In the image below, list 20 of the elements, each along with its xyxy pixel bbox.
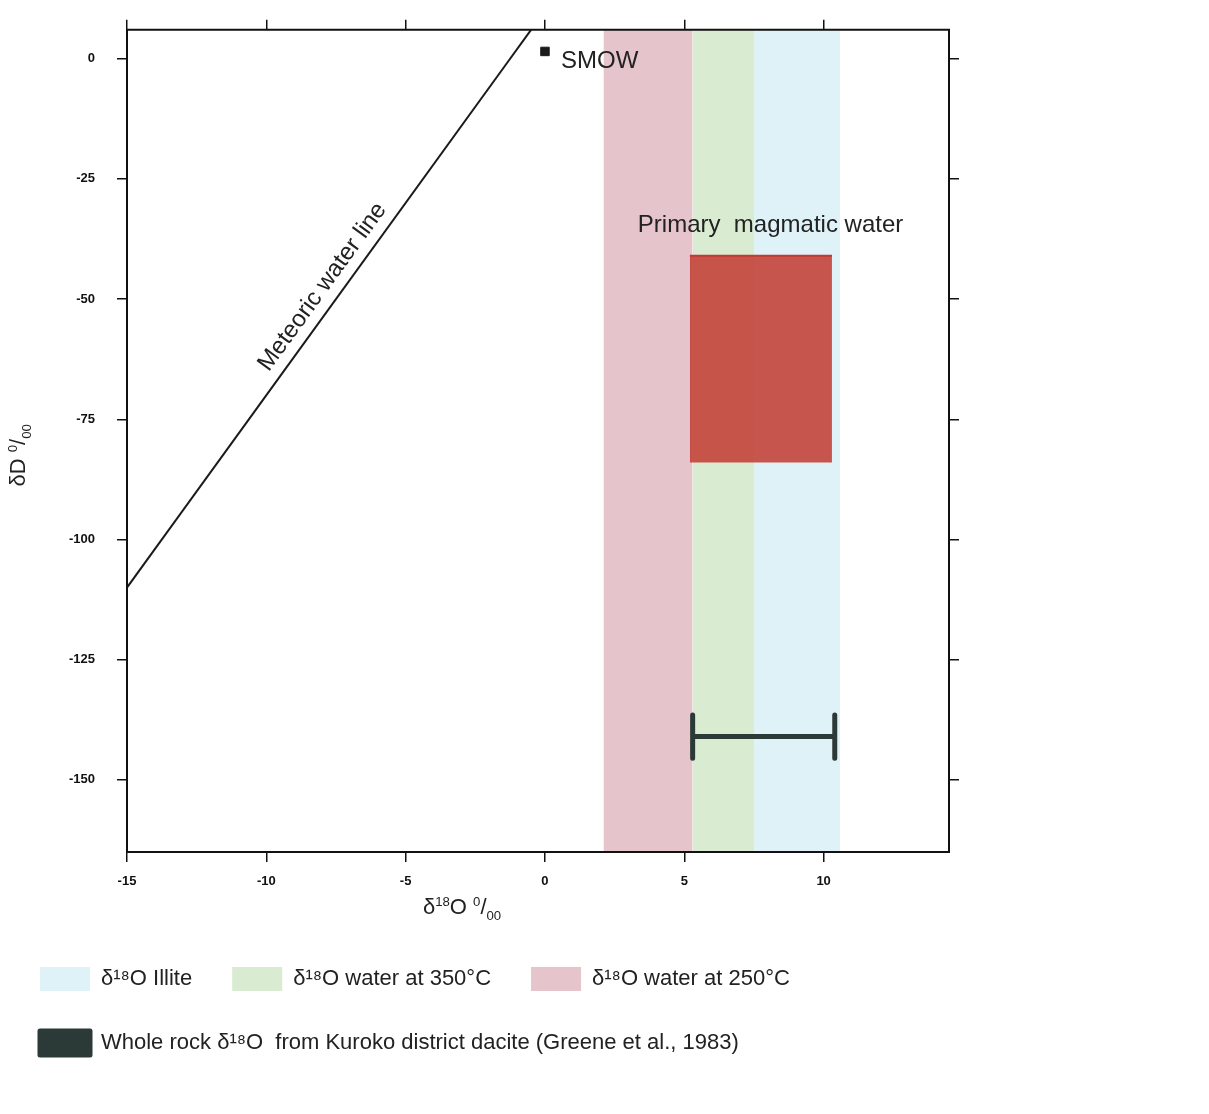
legend-label: δ¹⁸O water at 250°C bbox=[592, 965, 790, 991]
series-label: Primary magmatic water bbox=[637, 210, 904, 238]
legend-label: δ¹⁸O Illite bbox=[101, 965, 193, 991]
legend-label: δ¹⁸O water at 350°C bbox=[293, 965, 492, 991]
x-tick-label: -10 bbox=[256, 873, 276, 889]
y-tick-label: -25 bbox=[76, 170, 95, 186]
x-axis-title: δ$^{18}$O $^{0}$/$_{00}$ bbox=[422, 894, 502, 923]
legend-label: Whole rock δ¹⁸O from Kuroko district dacite (Greene et al., 1983) bbox=[101, 1029, 739, 1055]
x-tick-label: 10 bbox=[816, 873, 831, 889]
x-tick-label: 0 bbox=[541, 873, 549, 889]
y-tick-label: 0 bbox=[87, 50, 95, 66]
series-label: SMOW bbox=[560, 46, 639, 74]
x-tick-label: -5 bbox=[399, 873, 412, 889]
y-tick-label: -50 bbox=[76, 290, 95, 306]
x-tick-label: 5 bbox=[680, 873, 688, 889]
y-tick-label: -100 bbox=[68, 531, 95, 547]
y-tick-label: -75 bbox=[76, 410, 95, 426]
y-tick-label: -125 bbox=[68, 651, 95, 667]
y-tick-label: -150 bbox=[68, 771, 95, 787]
x-tick-label: -15 bbox=[117, 873, 137, 889]
